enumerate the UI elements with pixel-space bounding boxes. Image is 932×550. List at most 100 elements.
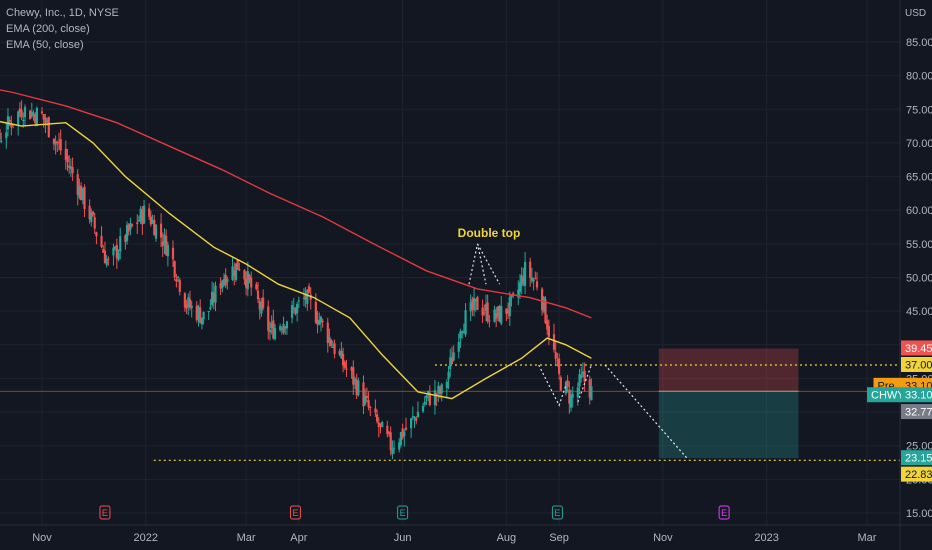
candle-body [250,277,253,288]
candle-body [445,381,448,389]
candle-body [258,301,261,310]
candle-body [469,302,472,312]
candle-body [175,279,178,282]
candle-body [340,350,343,359]
candle-body [355,379,358,396]
candle-body [236,259,239,270]
candle-body [486,302,489,322]
candle-body [488,320,491,322]
candle-body [399,432,403,446]
candle-body [197,306,200,319]
candle-body [290,305,294,318]
candle-body [107,258,110,260]
price-tag-value: 37.00 [905,359,932,371]
candle-body [505,308,508,314]
candle-body [296,303,299,313]
candle-body [481,307,484,316]
candle-body [389,432,392,451]
candle-body [484,304,488,312]
candle-body [386,425,389,435]
candle-body [10,123,13,128]
currency-label: USD [905,8,926,19]
candle-body [69,166,73,169]
x-tick-label: 2022 [134,532,158,544]
candle-body [387,431,391,434]
candle-body [163,234,166,245]
candle-body [273,327,277,339]
candle-body [131,224,134,226]
candle-body [117,252,120,260]
y-tick-label: 15.00 [906,508,932,520]
candle-body [154,224,158,239]
candle-body [233,270,236,276]
candle-body [88,205,91,220]
legend-ema200[interactable]: EMA (200, close) [6,23,90,35]
candle-body [438,388,442,395]
legend-ema50[interactable]: EMA (50, close) [6,39,84,51]
price-tag-label-bg [867,387,901,403]
candle-body [321,320,324,322]
candle-body [328,336,331,343]
candle-body [367,400,370,408]
y-tick-label: 55.00 [906,239,932,251]
candle-body [243,270,246,280]
candle-body [161,241,164,247]
candle-body [496,306,499,316]
chart-grid [0,0,900,525]
candle-body [136,222,139,225]
y-tick-label: 85.00 [906,37,932,49]
candle-body [437,385,440,394]
candle-body [495,313,498,319]
candle-body [345,368,348,370]
candle-body [219,283,222,289]
candle-body [245,278,248,288]
price-tag-bg [901,387,932,403]
candle-body [306,290,309,304]
ema-lines [0,89,592,400]
candle-body [68,165,71,168]
candle-body [547,325,551,337]
y-tick-label: 60.00 [906,205,932,217]
x-tick-label: Mar [858,532,877,544]
candle-body [483,312,486,314]
candle-body [532,279,535,282]
candle-body [294,307,297,315]
candle-body [307,286,311,293]
candle-body [530,277,533,281]
candle-body [523,261,527,286]
candle-body [447,372,450,380]
candle-body [411,416,414,418]
candle-body [415,418,418,421]
price-tag-bg [901,404,932,420]
candle-body [176,276,180,279]
candle-body [40,111,44,114]
candle-body [376,414,379,422]
earnings-marker-letter: E [554,508,560,518]
candle-body [199,307,202,323]
candle-body [272,320,275,339]
candle-body [256,290,260,300]
candle-body [518,282,522,292]
legend-symbol[interactable]: Chewy, Inc., 1D, NYSE [6,7,119,19]
candle-body [200,317,203,325]
candle-body [139,208,142,222]
candle-body [292,307,295,309]
candle-body [410,418,413,429]
candle-body [178,279,181,292]
earnings-marker [397,505,409,520]
candle-body [137,220,141,222]
candle-body [421,405,425,412]
ema50-line [0,120,592,400]
candle-body [520,275,523,286]
candle-body [364,396,367,405]
candle-body [413,416,416,419]
candle-body [284,326,287,329]
earnings-marker [99,505,111,520]
candle-body [544,299,547,324]
candle-body [222,278,226,285]
candle-body [195,305,198,321]
candle-body [576,387,579,398]
